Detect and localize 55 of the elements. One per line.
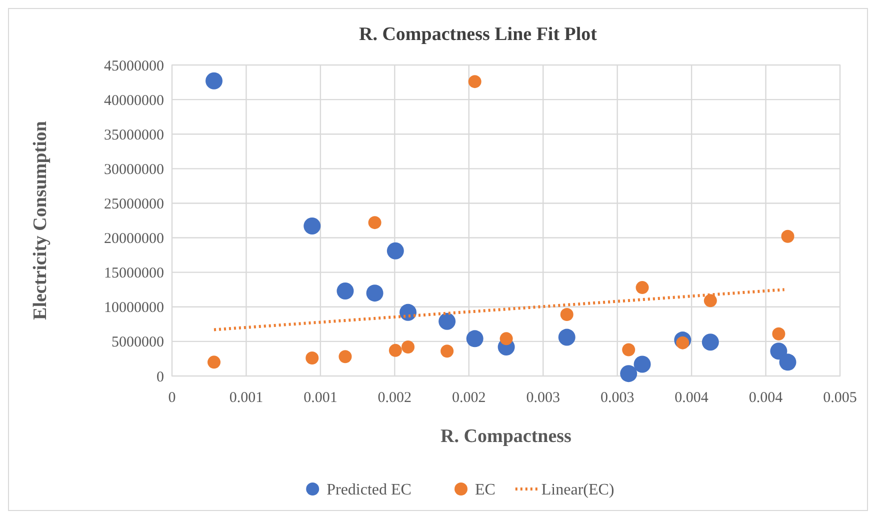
y-tick-label: 10000000 [104, 300, 164, 316]
x-tick-label: 0.001 [229, 390, 264, 406]
point [466, 330, 484, 348]
x-tick-label: 0.003 [600, 390, 634, 406]
point [206, 72, 223, 90]
point [620, 365, 638, 382]
point [438, 312, 456, 330]
point [304, 218, 321, 235]
point [622, 343, 636, 356]
y-axis-title: Electricity Consumption [30, 120, 51, 320]
x-axis-title: R. Compactness [440, 426, 572, 447]
point [772, 327, 786, 340]
legend-label: EC [475, 482, 496, 499]
y-tick-label: 20000000 [104, 231, 164, 248]
point [560, 308, 574, 321]
x-tick-label: 0.003 [526, 390, 560, 406]
point [770, 342, 788, 360]
point [634, 356, 651, 373]
point [779, 354, 796, 371]
point [702, 334, 719, 351]
point [208, 356, 221, 369]
y-tick-label: 45000000 [104, 58, 164, 74]
point [402, 340, 415, 354]
point [558, 328, 576, 346]
point [781, 230, 794, 243]
y-tick-label: 35000000 [104, 127, 164, 144]
point [388, 344, 402, 357]
y-tick-label: 5000000 [112, 334, 164, 351]
x-tick-label: 0.001 [304, 390, 338, 406]
point [306, 352, 319, 365]
point [366, 284, 384, 302]
x-tick-label: 0.005 [823, 390, 857, 406]
point [468, 75, 482, 88]
y-tick-label: 25000000 [104, 196, 164, 212]
point [338, 350, 352, 364]
point [386, 242, 404, 260]
legend-label: Linear(EC) [541, 482, 614, 499]
x-tick-label: 0.002 [452, 390, 486, 406]
y-tick-label: 30000000 [104, 162, 164, 178]
point [400, 304, 417, 321]
point [368, 216, 382, 230]
point [500, 332, 513, 346]
point [636, 281, 649, 294]
x-tick-label: 0 [168, 390, 176, 406]
y-tick-label: 40000000 [104, 92, 164, 109]
y-tick-label: 0 [156, 369, 164, 386]
y-tick-label: 15000000 [104, 266, 164, 282]
x-tick-label: 0.004 [674, 390, 709, 406]
x-tick-label: 0.004 [748, 390, 784, 406]
chart-title: R. Compactness Line Fit Plot [358, 24, 598, 45]
legend-label: Predicted EC [326, 482, 412, 499]
point [336, 282, 354, 300]
x-tick-label: 0.002 [378, 390, 412, 406]
point [704, 294, 717, 308]
point [440, 344, 454, 358]
